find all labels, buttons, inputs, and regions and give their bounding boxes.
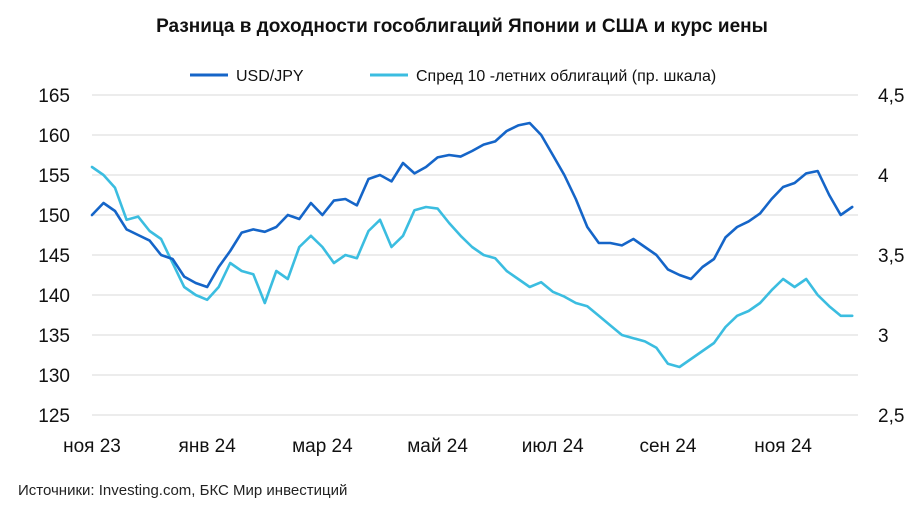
x-tick-label: ноя 24 (754, 436, 812, 457)
legend-label: Спред 10 -летних облигаций (пр. шкала) (416, 68, 716, 85)
y-left-tick-label: 150 (38, 206, 70, 227)
y-right-tick-label: 4 (878, 166, 889, 187)
y-right-tick-label: 2,5 (878, 406, 904, 427)
y-left-tick-label: 160 (38, 126, 70, 147)
y-left-tick-label: 155 (38, 166, 70, 187)
source-note: Источники: Investing.com, БКС Мир инвест… (18, 482, 348, 499)
y-left-tick-label: 125 (38, 406, 70, 427)
legend-label: USD/JPY (236, 68, 304, 85)
y-right-tick-label: 3,5 (878, 246, 904, 267)
y-left-tick-label: 140 (38, 286, 70, 307)
y-left-tick-label: 130 (38, 366, 70, 387)
x-tick-label: май 24 (407, 436, 468, 457)
y-left-tick-label: 135 (38, 326, 70, 347)
y-right-tick-label: 3 (878, 326, 889, 347)
x-tick-label: янв 24 (179, 436, 237, 457)
x-tick-label: июл 24 (522, 436, 584, 457)
x-tick-label: сен 24 (639, 436, 696, 457)
x-tick-label: ноя 23 (63, 436, 121, 457)
y-right-tick-label: 4,5 (878, 86, 904, 107)
series-line-usdjpy (90, 121, 854, 289)
y-left-tick-label: 165 (38, 86, 70, 107)
y-left-tick-label: 145 (38, 246, 70, 267)
x-tick-label: мар 24 (292, 436, 353, 457)
chart-title: Разница в доходности гособлигаций Японии… (156, 16, 768, 37)
series-line-spread (90, 165, 854, 369)
